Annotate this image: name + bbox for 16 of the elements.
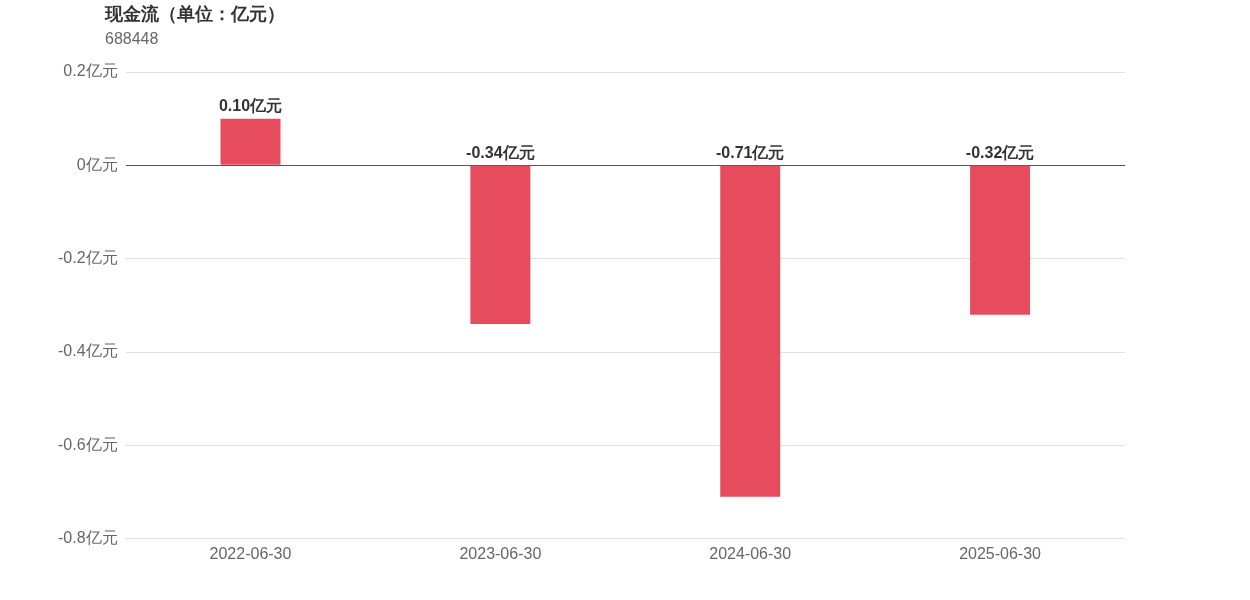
y-tick-label: -0.4亿元	[57, 342, 118, 360]
data-label: -0.34亿元	[466, 143, 535, 161]
y-tick-label: -0.2亿元	[57, 249, 118, 267]
data-label: -0.71亿元	[715, 143, 785, 161]
x-tick-label: 2024-06-30	[709, 544, 792, 562]
x-tick-label: 2025-06-30	[959, 544, 1042, 562]
y-tick-label: 0.2亿元	[63, 62, 118, 80]
x-tick-label: 2022-06-30	[209, 544, 292, 562]
y-tick-label: -0.8亿元	[57, 529, 118, 547]
x-tick-label: 2023-06-30	[459, 544, 542, 562]
chart-subtitle: 688448	[105, 30, 159, 48]
y-tick-label: -0.6亿元	[57, 435, 118, 453]
chart-title: 现金流（单位：亿元）	[105, 3, 285, 26]
data-label: -0.32亿元	[965, 143, 1035, 161]
y-tick-label: 0亿元	[76, 155, 118, 173]
data-label: 0.10亿元	[218, 97, 283, 115]
